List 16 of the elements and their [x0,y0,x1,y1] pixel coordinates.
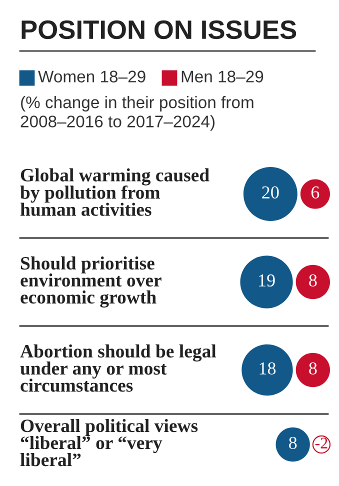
data-label: 8 [289,436,297,450]
category-label: Global warming caused by pollution from human activities [20,168,210,216]
category-label: Overall political views “liberal” or “very liberal” [20,418,198,466]
data-label: 8 [309,362,317,375]
data-label: 18 [260,362,276,375]
data-label: 6 [311,186,320,199]
category-label: Should prioritise environment over economic growth [20,256,162,308]
data-label: 20 [262,186,279,199]
data-label: 19 [259,274,275,287]
text: POSITION ON ISSUES [22,20,296,40]
data-label: -2 [315,438,328,448]
legend-label: Women 18–29 [38,70,146,82]
legend-label: Men 18–29 [182,70,264,82]
data-label: 8 [309,274,317,287]
category-label: Abortion should be legal under any or most circumstances [20,344,216,392]
text: (% change in their position from 2008–2016 to 2017–2024) [20,96,254,131]
